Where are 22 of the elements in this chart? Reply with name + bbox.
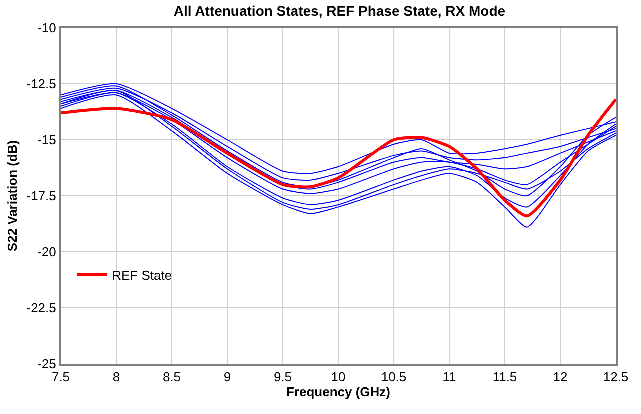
- y-tick-label: -15: [38, 132, 56, 148]
- x-tick-label: 8.5: [162, 370, 182, 385]
- x-tick-label: 9.5: [274, 370, 292, 385]
- x-tick-label: 11.5: [492, 370, 518, 385]
- x-tick-label: 7.5: [52, 370, 70, 385]
- y-tick-label: -25: [38, 356, 56, 372]
- x-tick-label: 8: [112, 370, 120, 385]
- x-tick-label: 12: [553, 370, 568, 385]
- x-tick-label: 11: [442, 370, 456, 385]
- chart-title: All Attenuation States, REF Phase State, RX Mode: [174, 3, 506, 20]
- x-tick-label: 10.5: [381, 370, 407, 385]
- legend-label: REF State: [112, 268, 172, 284]
- y-axis-title: S22 Variation (dB): [5, 140, 20, 252]
- x-tick-label: 10: [331, 370, 346, 385]
- y-tick-label: -12.5: [26, 76, 56, 92]
- y-tick-label: -22.5: [26, 300, 56, 316]
- y-tick-label: -17.5: [26, 188, 56, 204]
- y-tick-label: -10: [38, 20, 56, 36]
- x-tick-label: 12.5: [603, 370, 629, 385]
- x-axis-title: Frequency (GHz): [286, 384, 391, 400]
- y-tick-label: -20: [38, 244, 56, 260]
- x-tick-label: 9: [224, 370, 232, 385]
